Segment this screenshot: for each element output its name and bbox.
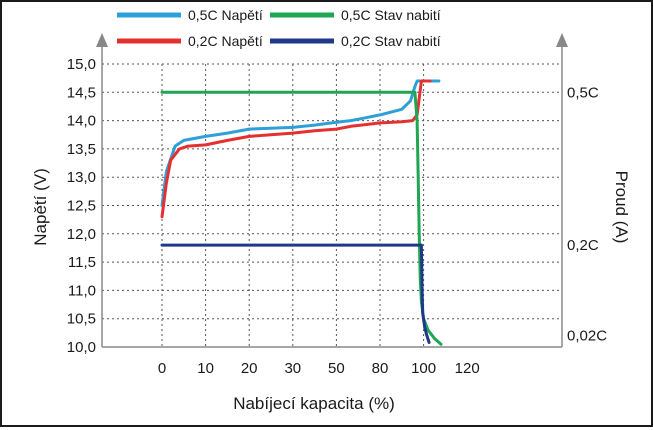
y-tick-label: 13,5 — [67, 141, 96, 158]
y-tick-labels: 10,0 10,5 11,0 11,5 12,0 12,5 13,0 13,5 14,0 14,5… — [67, 56, 96, 356]
legend: 0,5C Napětí 0,2C Napětí 0,5C Stav nabití 0,… — [117, 7, 441, 49]
series-group — [160, 79, 443, 346]
series-line-4 — [160, 243, 431, 344]
series-line-2 — [160, 79, 432, 219]
y-axis-title-left: Napětí (V) — [31, 168, 50, 245]
right-tick-label: 0,2C — [567, 237, 599, 254]
y-tick-label: 14,5 — [67, 84, 96, 101]
legend-label: 0,5C Stav nabití — [341, 7, 441, 23]
x-tick-label: 30 — [284, 360, 301, 377]
y-tick-label: 15,0 — [67, 56, 96, 73]
x-tick-label: 120 — [455, 360, 480, 377]
legend-label: 0,2C Stav nabití — [341, 33, 441, 49]
x-tick-label: 50 — [328, 360, 345, 377]
legend-label: 0,5C Napětí — [188, 7, 263, 23]
y-tick-label: 14,0 — [67, 113, 96, 130]
y-axis-left-arrow — [96, 33, 108, 47]
y-tick-label: 12,5 — [67, 198, 96, 215]
legend-label: 0,2C Napětí — [188, 33, 263, 49]
y-axis-title-right: Proud (A) — [612, 171, 631, 244]
y-tick-label: 11,0 — [68, 282, 96, 299]
x-tick-label: 100 — [411, 360, 436, 377]
right-tick-label: 0,5C — [567, 84, 599, 101]
y-tick-label: 10,0 — [67, 339, 96, 356]
chart-svg: 0 10 20 30 50 80 100 120 10,0 10,5 11,0 11,5 12,0 12… — [31, 7, 631, 413]
y-tick-label: 13,0 — [67, 169, 96, 186]
right-tick-labels: 0,5C 0,2C 0,02C — [567, 84, 607, 344]
x-tick-label: 20 — [241, 360, 258, 377]
y-axis-right-arrow — [556, 33, 568, 47]
x-tick-label: 10 — [197, 360, 214, 377]
y-tick-label: 12,0 — [67, 226, 96, 243]
series-line-3 — [160, 90, 443, 346]
y-tick-label: 10,5 — [67, 311, 96, 328]
x-tick-labels: 0 10 20 30 50 80 100 120 — [158, 360, 480, 377]
series-line-1 — [160, 79, 441, 207]
x-tick-label: 80 — [372, 360, 389, 377]
y-tick-label: 11,5 — [68, 254, 96, 271]
right-tick-label: 0,02C — [567, 328, 607, 345]
grid — [102, 63, 562, 347]
x-tick-label: 0 — [158, 360, 166, 377]
axes — [96, 33, 568, 348]
x-axis-title: Nabíjecí kapacita (%) — [233, 394, 395, 413]
